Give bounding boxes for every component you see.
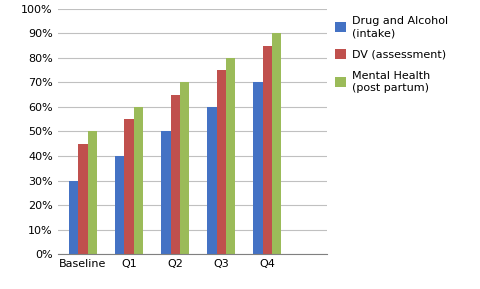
Bar [78, 144, 87, 254]
Bar [207, 107, 216, 254]
Bar [124, 119, 133, 254]
Bar [170, 95, 180, 254]
Bar [262, 45, 271, 254]
Bar [161, 131, 170, 254]
Bar [133, 107, 143, 254]
Bar [115, 156, 124, 254]
Bar [271, 33, 280, 254]
Legend: Drug and Alcohol
(intake), DV (assessment), Mental Health
(post partum): Drug and Alcohol (intake), DV (assessmen… [332, 14, 449, 95]
Bar [253, 82, 262, 254]
Bar [216, 70, 225, 254]
Bar [87, 131, 96, 254]
Bar [180, 82, 189, 254]
Bar [225, 58, 235, 254]
Bar [69, 181, 78, 254]
